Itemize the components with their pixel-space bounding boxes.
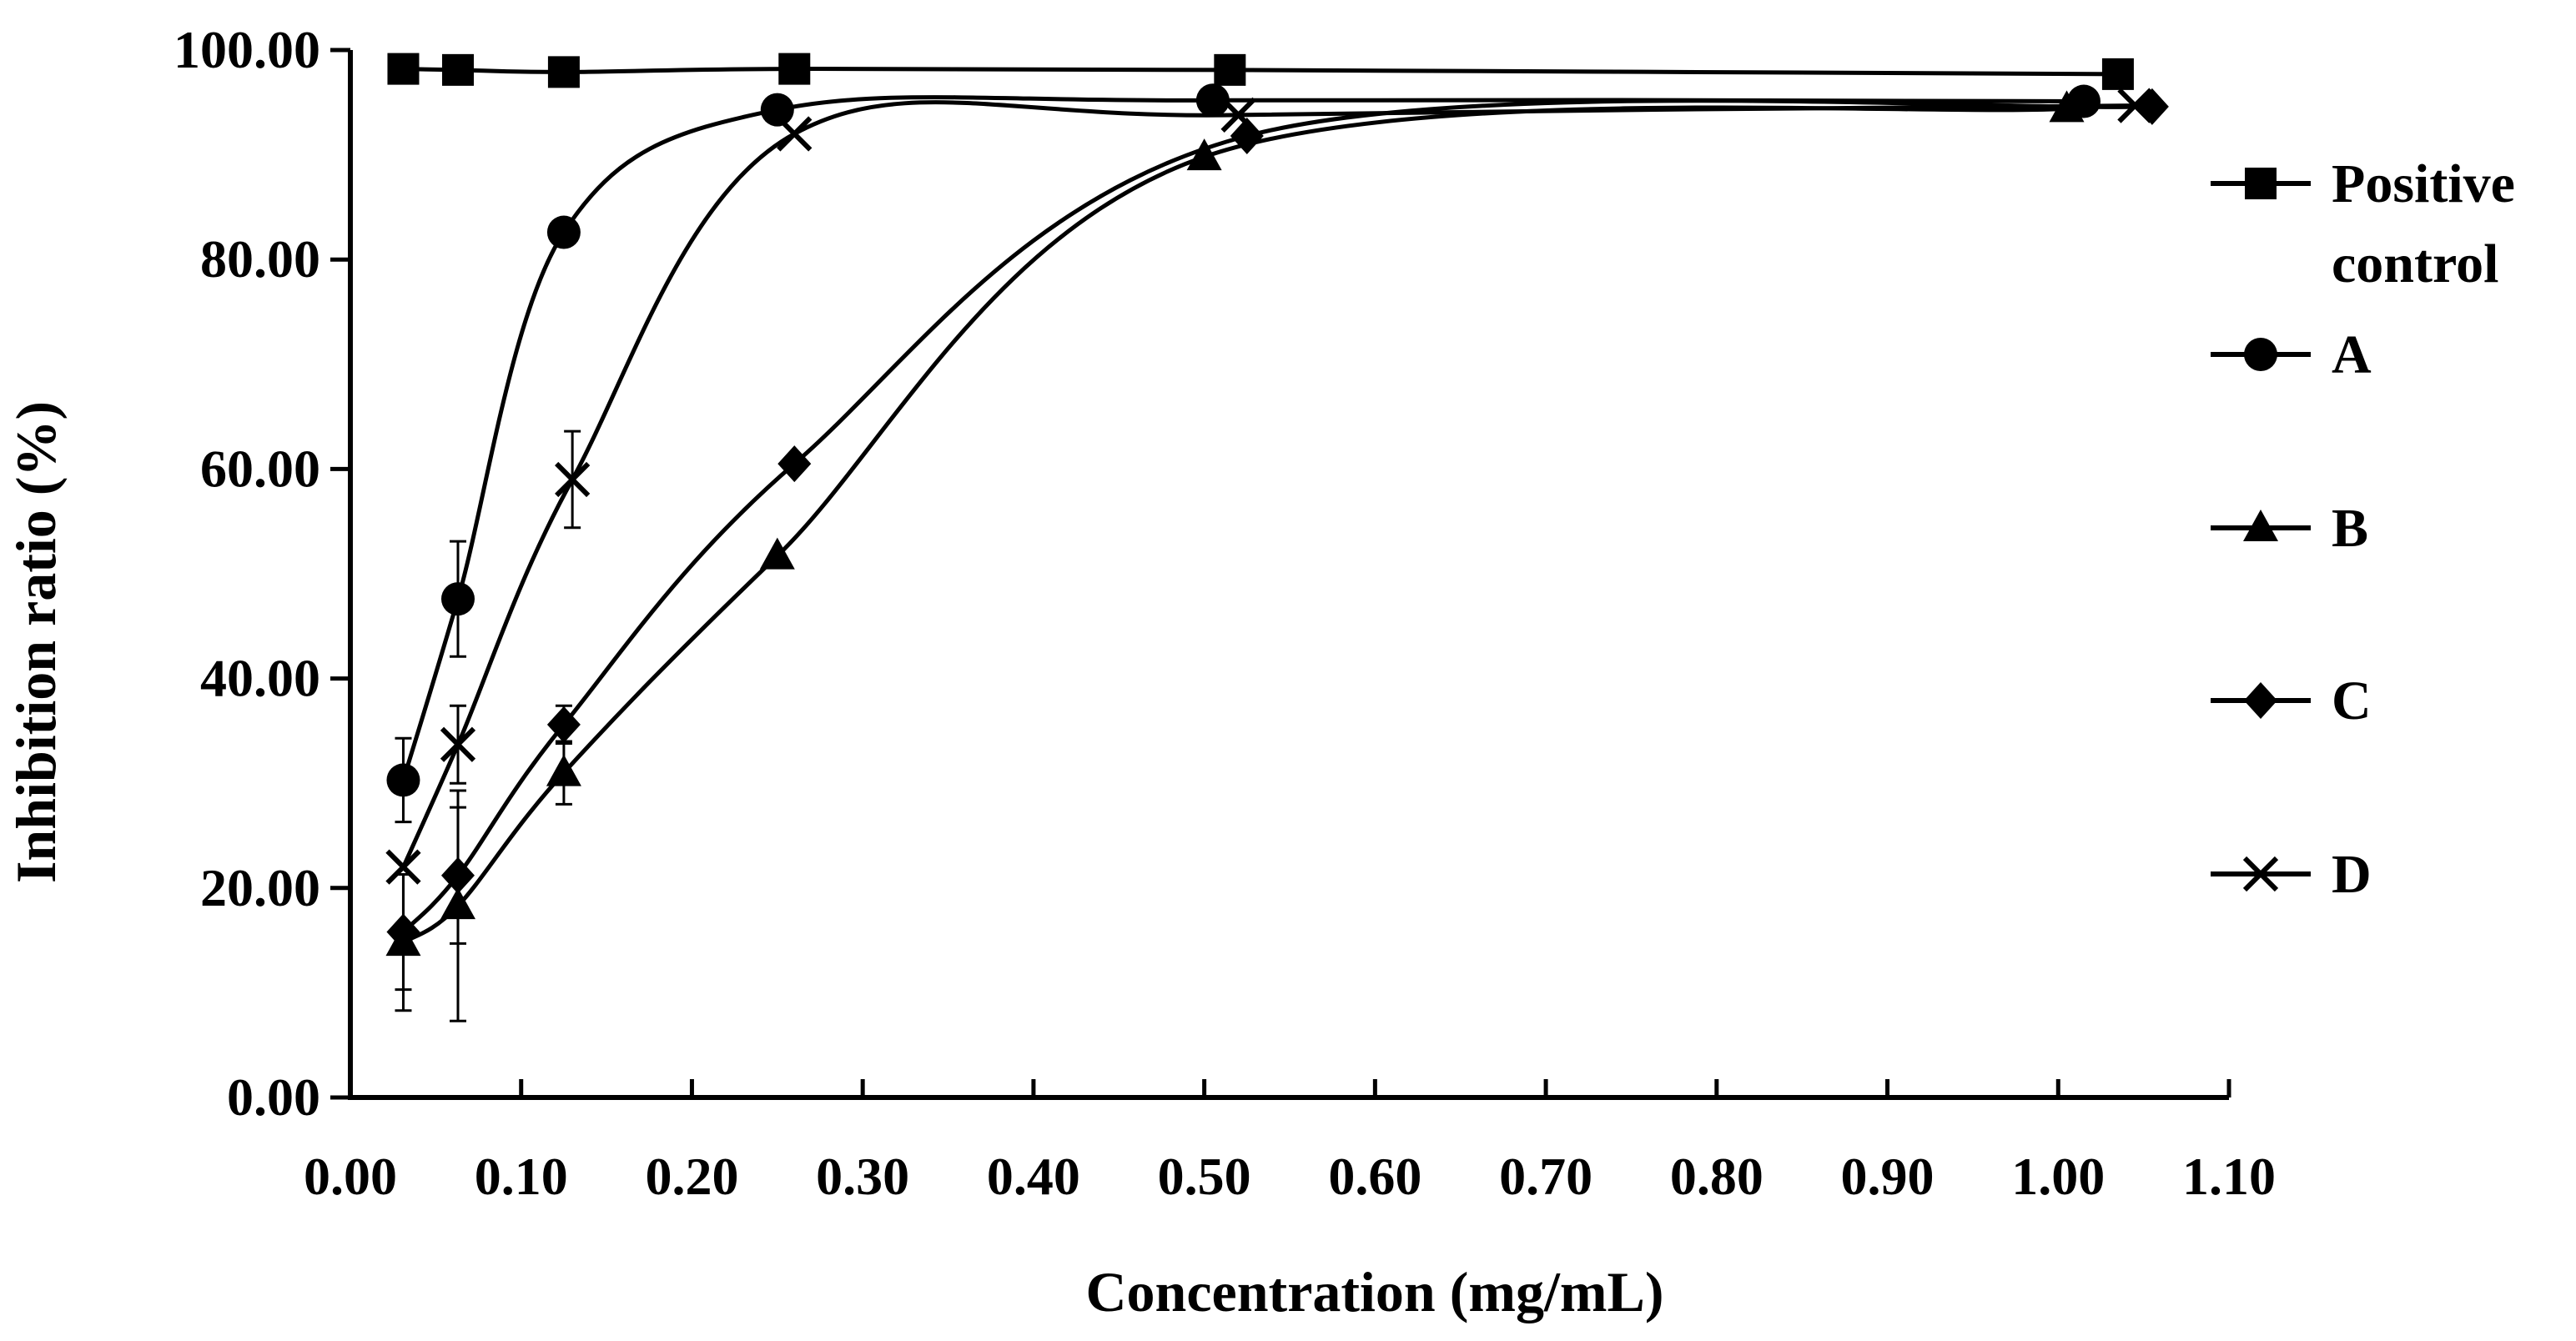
x-tick-label: 1.00	[2011, 1147, 2105, 1206]
data-point	[387, 53, 420, 85]
series-b	[385, 90, 2085, 1022]
x-tick-label: 0.20	[645, 1147, 738, 1206]
legend-label: A	[2332, 324, 2372, 385]
series-line-b	[402, 105, 2067, 945]
y-tick-label: 40.00	[200, 649, 320, 708]
x-tick-label: 0.10	[475, 1147, 568, 1206]
x-tick-label: 0.70	[1499, 1147, 1592, 1206]
data-point	[760, 93, 794, 127]
y-axis-title: Inhibition ratio (%)	[4, 401, 68, 883]
x-tick-label: 0.50	[1158, 1147, 1251, 1206]
data-point	[777, 445, 812, 483]
x-tick-label: 1.10	[2182, 1147, 2276, 1206]
y-tick-label: 80.00	[200, 229, 320, 289]
data-point	[2101, 58, 2134, 90]
legend-label: C	[2332, 670, 2372, 731]
legend-label: Positive	[2332, 153, 2515, 214]
x-tick-label: 0.40	[987, 1147, 1080, 1206]
legend: Positive control A B C D	[2211, 153, 2515, 905]
legend-item-a: A	[2211, 324, 2372, 385]
legend-marker	[2245, 168, 2277, 199]
x-tick-label: 0.60	[1328, 1147, 1421, 1206]
data-point	[1220, 97, 1256, 133]
legend-item-d: D	[2211, 844, 2372, 905]
data-point	[1186, 138, 1222, 171]
y-tick-label: 100.00	[174, 20, 320, 79]
legend-item-positive-control: Positive control	[2211, 153, 2515, 294]
series-positive-control	[387, 53, 2134, 90]
series-line-positive-control	[403, 66, 2118, 77]
data-point	[386, 763, 420, 797]
series-line-c	[401, 98, 2152, 934]
data-point	[759, 537, 795, 570]
data-point	[547, 56, 580, 88]
data-point	[1230, 117, 1264, 154]
x-axis-title: Concentration (mg/mL)	[1085, 1260, 1663, 1323]
y-tick-label: 20.00	[200, 858, 320, 917]
data-point	[1214, 53, 1246, 86]
y-tick-label: 0.00	[227, 1067, 320, 1127]
data-point	[385, 849, 421, 885]
legend-label: D	[2332, 844, 2372, 905]
legend-marker	[2244, 338, 2277, 371]
data-point	[2117, 88, 2153, 123]
data-point	[777, 116, 813, 152]
series-d	[385, 88, 2153, 885]
x-tick-label: 0.80	[1670, 1147, 1763, 1206]
data-point	[440, 726, 476, 762]
series-layer	[385, 53, 2169, 1022]
x-tick-label: 0.90	[1841, 1147, 1935, 1206]
data-point	[546, 215, 581, 249]
legend-item-b: B	[2211, 498, 2368, 559]
legend-marker	[2244, 682, 2277, 719]
data-point	[778, 53, 811, 85]
data-point	[1195, 83, 1230, 118]
legend-marker	[2243, 510, 2278, 541]
data-point	[440, 582, 475, 616]
data-point	[440, 856, 475, 894]
series-a	[386, 83, 2101, 824]
data-point	[386, 913, 420, 951]
series-line-d	[401, 100, 2136, 868]
data-point	[441, 53, 474, 86]
legend-item-c: C	[2211, 670, 2372, 731]
series-c	[386, 88, 2169, 992]
x-tick-label: 0.30	[816, 1147, 909, 1206]
axes: 0.00 20.00 40.00 60.00 80.00 100.00 0.00 0.10 0.…	[174, 20, 2276, 1206]
y-tick-label: 60.00	[200, 439, 320, 498]
legend-label: B	[2332, 498, 2368, 559]
data-point	[555, 461, 591, 498]
legend-label: control	[2332, 234, 2498, 294]
data-point	[546, 754, 581, 786]
x-tick-label: 0.00	[304, 1147, 397, 1206]
data-point	[546, 706, 581, 743]
legend-marker	[2242, 856, 2279, 892]
